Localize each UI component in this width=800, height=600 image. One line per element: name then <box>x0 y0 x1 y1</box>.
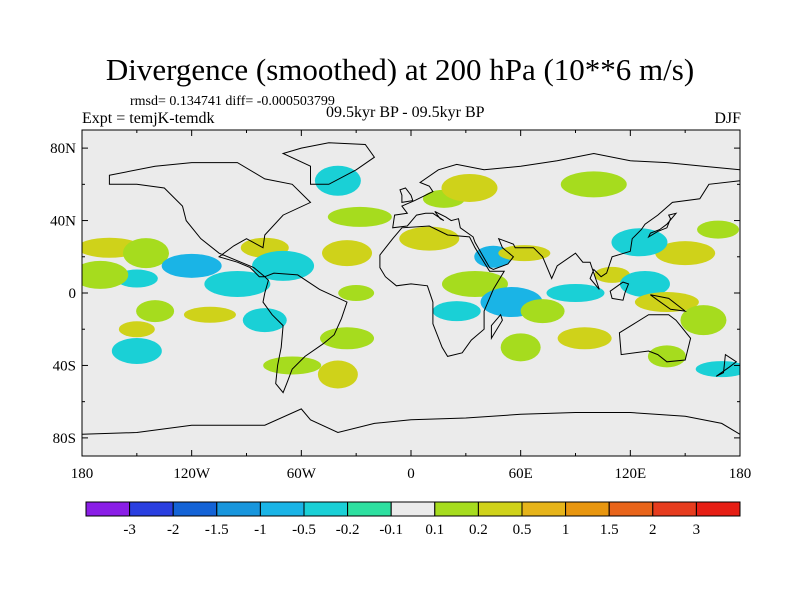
coastline-north-america <box>108 162 312 278</box>
colorbar-swatch <box>695 501 741 517</box>
colorbar-swatch <box>303 501 349 517</box>
divergence-anomaly <box>655 241 716 266</box>
divergence-anomaly <box>634 292 699 313</box>
chart-title: Divergence (smoothed) at 200 hPa (10**6 … <box>105 52 695 87</box>
x-tick-label: 180 <box>729 466 752 482</box>
colorbar-label: 1 <box>562 522 570 538</box>
colorbar-swatch <box>608 501 654 517</box>
colorbar-label: -1.5 <box>205 522 229 538</box>
coastline-new-guinea <box>650 294 687 312</box>
divergence-anomaly <box>314 165 361 196</box>
divergence-anomaly <box>611 228 668 257</box>
colorbar-swatch <box>172 501 218 517</box>
divergence-anomaly <box>320 327 375 350</box>
divergence-anomaly <box>111 337 162 364</box>
colorbar-label: 0.2 <box>469 522 488 538</box>
divergence-anomaly <box>161 253 222 278</box>
colorbar-swatch <box>565 501 610 517</box>
anomaly-field <box>82 165 740 389</box>
divergence-anomaly <box>322 240 373 267</box>
colorbar-swatch <box>85 501 131 517</box>
colorbar-label: 0.5 <box>513 522 532 538</box>
season-label: DJF <box>714 110 741 127</box>
colorbar-swatch <box>216 501 261 517</box>
x-tick-label: 60E <box>509 466 533 482</box>
coastline-uk <box>399 187 414 203</box>
colorbar-label: -2 <box>167 522 180 538</box>
coastline-south-america <box>262 272 348 394</box>
divergence-anomaly <box>338 285 375 301</box>
divergence-anomaly <box>441 270 508 297</box>
divergence-anomaly <box>399 226 460 251</box>
divergence-anomaly <box>263 356 322 375</box>
divergence-anomaly <box>327 206 392 227</box>
coastline-japan <box>647 212 678 239</box>
x-tick-label: 60W <box>287 466 317 482</box>
divergence-anomaly <box>441 173 498 202</box>
coastline-madagascar <box>490 313 503 341</box>
divergence-anomaly <box>695 361 740 378</box>
colorbar-label: -1 <box>254 522 267 538</box>
divergence-anomaly <box>697 220 740 239</box>
colorbar-label: 2 <box>649 522 657 538</box>
divergence-anomaly <box>647 345 686 368</box>
divergence-anomaly <box>242 308 287 333</box>
coastline-greenland <box>281 142 376 185</box>
y-tick-label: 40N <box>50 214 76 230</box>
x-tick-label: 0 <box>407 466 415 482</box>
x-tick-label: 120W <box>173 466 211 482</box>
divergence-anomaly <box>204 270 271 297</box>
colorbar-label: 0.1 <box>425 522 444 538</box>
colorbar-label: -0.2 <box>336 522 360 538</box>
coastline-new-zealand <box>715 353 738 377</box>
colorbar-label: 3 <box>693 522 701 538</box>
colorbar-label: -0.1 <box>379 522 403 538</box>
colorbar-swatch <box>652 501 697 517</box>
rmsd-diff-stats: rmsd= 0.134741 diff= -0.000503799 <box>130 94 335 109</box>
colorbar-label: -0.5 <box>292 522 316 538</box>
y-tick-label: 0 <box>69 286 77 302</box>
y-tick-label: 40S <box>53 358 76 374</box>
divergence-anomaly <box>560 171 627 198</box>
divergence-anomaly <box>546 284 605 302</box>
divergence-anomaly <box>317 360 358 389</box>
coastline-eurasia <box>392 152 740 290</box>
divergence-anomaly <box>82 260 129 289</box>
divergence-anomaly <box>432 301 481 322</box>
colorbar-swatch <box>477 501 523 517</box>
colorbar-swatch <box>347 501 392 517</box>
y-tick-label: 80S <box>53 431 76 447</box>
colorbar-swatch <box>521 501 567 517</box>
divergence-anomaly <box>498 245 551 262</box>
coastline-borneo <box>609 281 630 301</box>
divergence-anomaly <box>122 238 169 269</box>
divergence-anomaly <box>594 266 631 283</box>
coastlines <box>82 142 740 435</box>
divergence-anomaly <box>252 250 315 281</box>
divergence-anomaly <box>557 327 612 350</box>
x-tick-label: 180 <box>71 466 94 482</box>
divergence-anomaly <box>183 306 236 323</box>
colorbar-swatch <box>434 501 479 517</box>
colorbar-swatch <box>259 501 305 517</box>
divergence-anomaly <box>136 300 175 323</box>
divergence-anomaly <box>500 333 541 362</box>
divergence-anomaly <box>118 321 155 338</box>
divergence-anomaly <box>680 305 727 336</box>
colorbar-swatch <box>390 501 436 517</box>
coastline-australia <box>618 314 692 363</box>
y-tick-label: 80N <box>50 141 76 157</box>
colorbar-label: -3 <box>123 522 136 538</box>
period-label: 09.5kyr BP - 09.5kyr BP <box>326 104 485 121</box>
experiment-label: Expt = temjK-temdk <box>82 110 215 127</box>
coastline-antarctica <box>82 408 740 435</box>
colorbar-swatch <box>129 501 174 517</box>
divergence-anomaly <box>619 270 670 297</box>
colorbar-label: 1.5 <box>600 522 619 538</box>
x-tick-label: 120E <box>614 466 646 482</box>
divergence-anomaly <box>520 299 565 324</box>
coastline-africa <box>379 225 506 357</box>
